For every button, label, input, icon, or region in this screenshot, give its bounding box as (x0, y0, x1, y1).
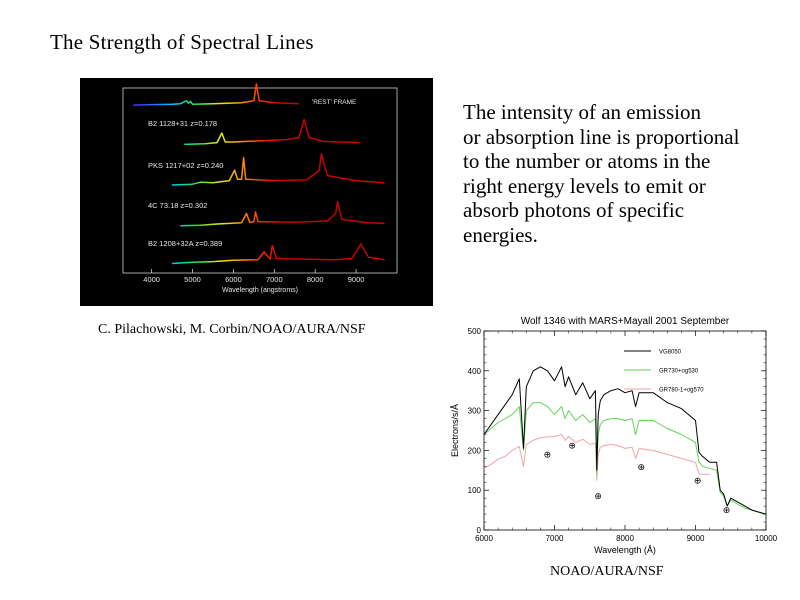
quasar-spectra-figure: B2 1128+31 z=0.178 PKS 1217+02 z=0.240 4C … (80, 78, 433, 306)
slide-title: The Strength of Spectral Lines (50, 30, 314, 54)
y-tick-label: 400 (468, 367, 482, 376)
telluric-marker: ⊕ (723, 505, 731, 515)
y-tick-label: 0 (477, 526, 482, 535)
wolf-1346-spectrum-figure: Wolf 1346 with MARS+Mayall 2001 Septembe… (446, 308, 780, 566)
x-tick-label: 5000 (184, 275, 201, 284)
plot-frame (483, 330, 767, 531)
x-tick-label: 6000 (475, 534, 493, 543)
x-tick-label: 8000 (307, 275, 324, 284)
spectrum-line (172, 153, 385, 186)
x-axis-label: Wavelength (Å) (594, 545, 656, 555)
body-line: absorb photons of specific (463, 198, 685, 222)
spectrum-label: B2 1128+31 z=0.178 (148, 119, 217, 128)
body-line: to the number or atoms in the (463, 149, 711, 173)
spectrum-label: 4C 73.18 z=0.302 (148, 201, 207, 210)
figure-credit-right: NOAO/AURA/NSF (550, 564, 664, 579)
telluric-marker: ⊕ (637, 462, 645, 472)
x-tick-label: 10000 (755, 534, 778, 543)
body-line: or absorption line is proportional (463, 124, 740, 149)
spectrum-line (184, 118, 361, 146)
spectrum-line (172, 243, 385, 265)
legend-label: VG8050 (659, 350, 682, 356)
spectrum-line (180, 200, 385, 227)
x-tick-label: 9000 (348, 275, 365, 284)
body-line: right energy levels to emit or (463, 173, 706, 198)
x-tick-label: 9000 (687, 534, 705, 543)
spectrum-label: PKS 1217+02 z=0.240 (148, 161, 223, 170)
slide-body-text: The intensity of an emission or absorpti… (463, 100, 793, 247)
x-tick-label: 4000 (143, 275, 160, 284)
spectrum-label: B2 1208+32A z=0.389 (148, 239, 222, 248)
chart-title: Wolf 1346 with MARS+Mayall 2001 Septembe… (521, 316, 730, 327)
y-tick-label: 100 (468, 486, 482, 495)
quasar-spectra-plot: B2 1128+31 z=0.178 PKS 1217+02 z=0.240 4C … (122, 83, 398, 294)
body-line: The intensity of an emission (463, 100, 701, 124)
series-line (483, 366, 767, 515)
x-axis-label: Wavelength (angstroms) (222, 287, 298, 294)
y-axis-label: Electrons/s/Å (450, 404, 460, 457)
telluric-marker: ⊕ (568, 441, 576, 451)
legend-label: GR780-1+og570 (659, 388, 704, 394)
y-tick-label: 200 (468, 446, 482, 455)
legend-label: GR730+og530 (659, 369, 699, 375)
body-line: energies. (463, 222, 538, 247)
figure-credit-left: C. Pilachowski, M. Corbin/NOAO/AURA/NSF (98, 322, 366, 337)
series-line (483, 434, 710, 481)
wolf-1346-spectrum-plot: Wolf 1346 with MARS+Mayall 2001 Septembe… (450, 316, 778, 555)
series-line (483, 402, 767, 516)
y-tick-label: 300 (468, 407, 482, 416)
x-tick-label: 8000 (616, 534, 634, 543)
x-tick-label: 7000 (266, 275, 283, 284)
spectrum-line (133, 83, 299, 106)
x-tick-label: 6000 (225, 275, 242, 284)
x-tick-label: 7000 (546, 534, 564, 543)
telluric-marker: ⊕ (594, 491, 602, 501)
plot-frame (122, 87, 398, 274)
telluric-marker: ⊕ (544, 449, 552, 459)
y-tick-label: 500 (468, 327, 482, 336)
rest-frame-label: 'REST' FRAME (312, 99, 357, 106)
telluric-marker: ⊕ (694, 475, 702, 485)
